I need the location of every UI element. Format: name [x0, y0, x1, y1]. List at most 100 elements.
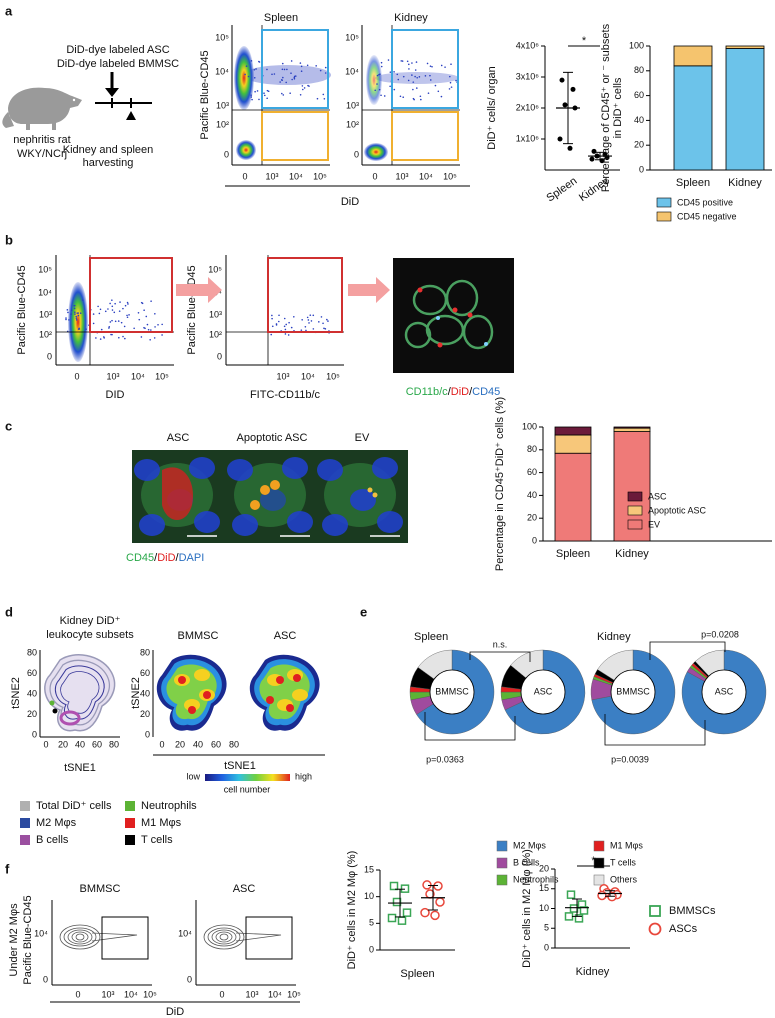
- flow-event: [117, 320, 120, 322]
- legend-swatch: [593, 840, 605, 852]
- tsne-tick-label: 60: [140, 668, 150, 678]
- flow-event: [277, 320, 280, 323]
- flow-event: [387, 59, 390, 61]
- donut-hole: [429, 669, 475, 715]
- flow-tick-label: 10²: [346, 119, 359, 129]
- data-point: [422, 880, 432, 890]
- data-point: [579, 906, 589, 915]
- flow-event: [300, 65, 303, 68]
- did-signal: [452, 307, 458, 313]
- harvest-marker: [126, 111, 136, 120]
- x-axis-label: Spleen: [400, 968, 434, 980]
- flow-event: [271, 325, 274, 328]
- legend-swatch: [125, 835, 135, 845]
- flow-event: [67, 311, 69, 314]
- flow-tick-label: 0: [187, 974, 192, 984]
- flow-tick-label: 0: [242, 171, 247, 181]
- flow-event: [322, 322, 324, 325]
- nucleus: [350, 489, 376, 511]
- data-point: [591, 148, 597, 154]
- legend-label: CD45 positive: [677, 197, 733, 207]
- y-tick-label: 0: [544, 942, 549, 952]
- flow-gate: [245, 916, 293, 960]
- flow-event: [413, 98, 415, 101]
- legend-swatch: [656, 211, 672, 222]
- flow-event: [111, 299, 113, 301]
- donut-hole: [701, 669, 747, 715]
- flow-tick-label: 10⁵: [287, 989, 301, 999]
- did-signal: [250, 500, 260, 510]
- density-peak: [194, 669, 210, 681]
- flow-event: [271, 314, 273, 317]
- tsne-density: [156, 654, 227, 731]
- flow-event: [393, 88, 396, 91]
- flow-plot: [226, 255, 344, 365]
- flow-contour: [75, 933, 85, 941]
- y-tick-label: 0: [369, 944, 374, 954]
- flow-event: [380, 61, 383, 64]
- donut-group-title: Kidney: [597, 631, 631, 643]
- flow-tick-label: 10³: [245, 989, 258, 999]
- flow-event: [66, 309, 69, 311]
- comparison-label: p=0.0039: [611, 754, 649, 764]
- y-tick-label: 1x10⁶: [516, 133, 540, 143]
- flow-event: [316, 97, 319, 100]
- y-axis-label: Percentage in CD45⁺DiD⁺ cells (%): [494, 397, 506, 571]
- flow-axis-label: Pacific Blue-CD45: [186, 265, 198, 354]
- flow-event: [81, 299, 84, 301]
- flow-event: [251, 98, 253, 101]
- flow-tick-label: 0: [372, 171, 377, 181]
- y-tick-label: 2x10⁶: [516, 102, 540, 112]
- nucleus: [322, 514, 348, 536]
- flow-event: [303, 87, 306, 89]
- gate-arrow: [348, 277, 390, 303]
- flow-event: [143, 326, 145, 329]
- flow-event: [431, 65, 433, 68]
- flow-event: [281, 68, 284, 71]
- flow-tick-label: 0: [217, 351, 222, 361]
- flow-tick-label: 10³: [39, 309, 52, 319]
- flow-event: [281, 92, 283, 95]
- flow-event: [284, 328, 287, 331]
- flow-event: [312, 314, 315, 317]
- flow-tick-label: 10⁵: [208, 264, 222, 274]
- flow-event: [420, 98, 422, 101]
- nucleus: [139, 514, 165, 536]
- flow-event: [267, 90, 270, 93]
- y-axis-label: in DiD⁺ cells: [612, 77, 624, 138]
- flow-event: [120, 321, 123, 324]
- flow-event: [411, 62, 413, 64]
- flow-event: [157, 323, 159, 326]
- flow-event: [77, 314, 80, 317]
- flow-event: [407, 63, 410, 66]
- flow-contour: [91, 932, 138, 942]
- flow-event: [415, 61, 418, 63]
- flow-event: [100, 328, 103, 331]
- flow-event: [291, 78, 293, 81]
- tsne-tick-label: 0: [159, 739, 164, 749]
- flow-tick-label: 0: [224, 149, 229, 159]
- flow-event: [380, 94, 382, 97]
- flow-tick-label: 10³: [346, 100, 359, 110]
- y-tick-label: 80: [634, 65, 644, 75]
- flow-event: [78, 327, 80, 330]
- nucleus: [232, 514, 258, 536]
- y-tick-label: 3x10⁶: [516, 71, 540, 81]
- flow-tick-label: 0: [43, 974, 48, 984]
- flow-event: [307, 84, 309, 87]
- density-peak: [276, 676, 284, 684]
- schematic-text: DiD-dye labeled ASC: [66, 44, 169, 56]
- flow-event: [137, 311, 140, 314]
- tsne-tick-label: 0: [32, 729, 37, 739]
- flow-event: [133, 327, 135, 330]
- flow-event: [102, 336, 105, 338]
- flow-event: [378, 73, 380, 76]
- flow-contour: [215, 931, 233, 943]
- tsne-cluster: [59, 710, 81, 726]
- legend-label: B cells: [513, 857, 540, 867]
- flow-event: [393, 71, 395, 73]
- legend-swatch: [496, 874, 508, 886]
- y-tick-label: 40: [527, 490, 537, 500]
- panel-label: f: [5, 861, 10, 876]
- donut-group-title: Spleen: [414, 631, 448, 643]
